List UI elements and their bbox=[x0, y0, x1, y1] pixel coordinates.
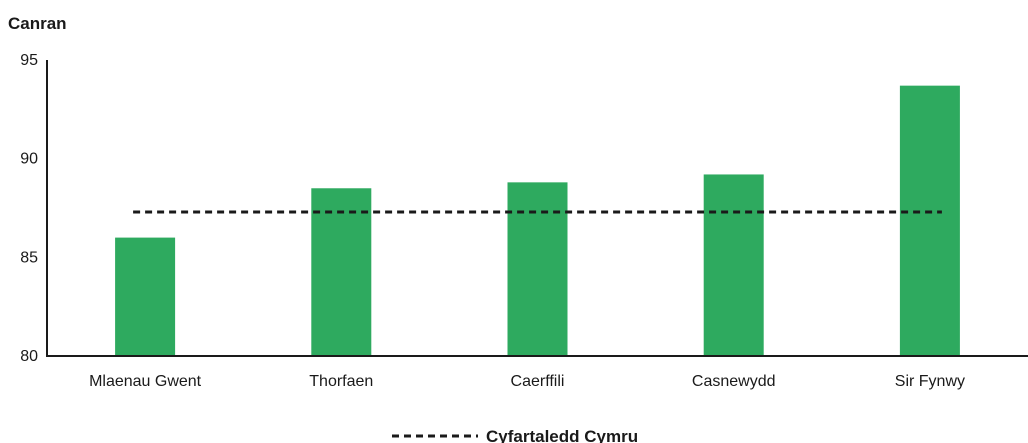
category-label: Casnewydd bbox=[692, 373, 776, 390]
category-label: Caerffili bbox=[511, 373, 565, 390]
bar bbox=[703, 174, 764, 356]
y-tick-label: 85 bbox=[20, 249, 38, 266]
bar bbox=[899, 85, 960, 357]
bar bbox=[115, 237, 176, 356]
category-label: Sir Fynwy bbox=[895, 373, 965, 390]
bars bbox=[115, 85, 960, 357]
y-tick-label: 90 bbox=[20, 151, 38, 168]
legend: Cyfartaledd Cymru bbox=[392, 427, 638, 443]
y-tick-label: 95 bbox=[20, 52, 38, 69]
y-tick-label: 80 bbox=[20, 348, 38, 365]
bar bbox=[507, 182, 568, 356]
category-labels: Mlaenau Gwent Thorfaen Caerffili Casnewydd S… bbox=[89, 373, 965, 390]
legend-label: Cyfartaledd Cymru bbox=[486, 427, 638, 443]
category-label: Thorfaen bbox=[309, 373, 373, 390]
category-label: Mlaenau Gwent bbox=[89, 373, 202, 390]
y-tick-labels: 80 85 90 95 bbox=[20, 52, 38, 365]
y-axis-label: Canran bbox=[8, 14, 67, 33]
bar bbox=[311, 188, 372, 356]
